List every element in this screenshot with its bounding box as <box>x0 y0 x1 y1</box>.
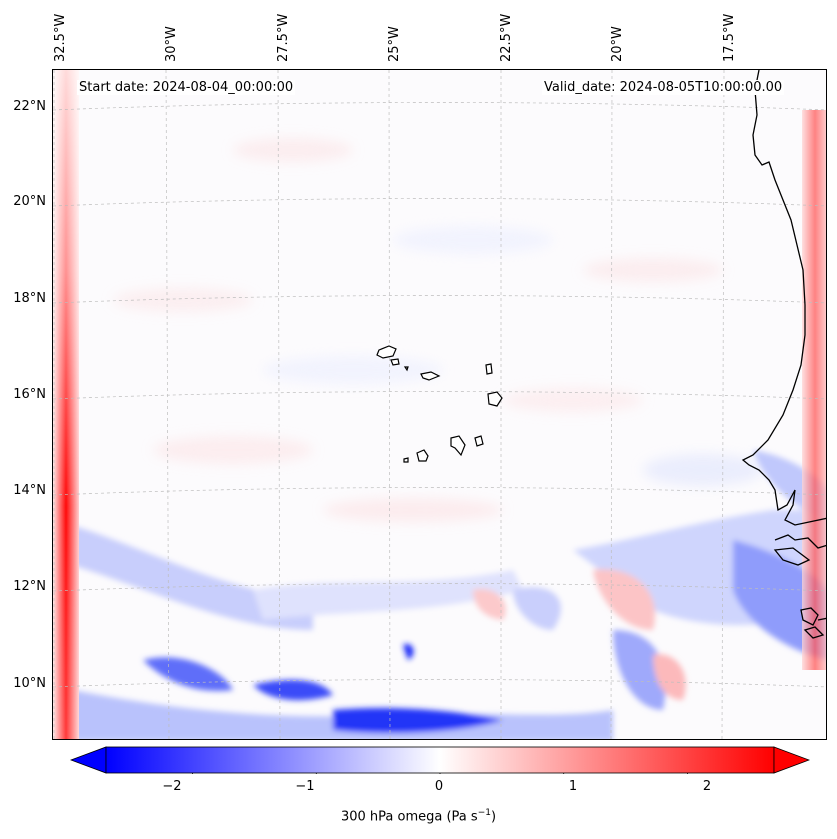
lon-label-32-5w: 32.5°W <box>53 13 68 62</box>
lat-label-20n: 20°N <box>13 194 46 209</box>
graticule <box>53 70 826 739</box>
coastline <box>741 70 826 639</box>
lon-label-25w: 25°W <box>387 26 402 62</box>
lon-label-27-5w: 27.5°W <box>276 13 291 62</box>
colorbar-tick-label: 0 <box>434 779 444 794</box>
colorbar-gradient <box>105 746 775 774</box>
lat-label-22n: 22°N <box>13 99 46 114</box>
field-background <box>53 70 826 739</box>
omega-map <box>52 69 827 740</box>
colorbar-tick-label: −1 <box>295 779 315 794</box>
lat-label-10n: 10°N <box>13 676 46 691</box>
lat-label-16n: 16°N <box>13 387 46 402</box>
colorbar-tick-label: 1 <box>568 779 578 794</box>
lon-label-17-5w: 17.5°W <box>722 13 737 62</box>
lon-label-20w: 20°W <box>610 26 625 62</box>
lat-label-18n: 18°N <box>13 291 46 306</box>
lon-label-22-5w: 22.5°W <box>499 13 514 62</box>
colorbar <box>70 746 810 774</box>
valid-date-label: Valid_date: 2024-08-05T10:00:00.00 <box>542 80 785 95</box>
start-date-label: Start date: 2024-08-04_00:00:00 <box>77 80 296 95</box>
lat-label-12n: 12°N <box>13 579 46 594</box>
lon-label-30w: 30°W <box>164 26 179 62</box>
colorbar-min-extend <box>70 746 107 774</box>
map-canvas <box>53 70 826 739</box>
lat-label-14n: 14°N <box>13 483 46 498</box>
colorbar-tick-label: 2 <box>702 779 712 794</box>
field-southern-bands <box>53 450 826 739</box>
colorbar-max-extend <box>773 746 810 774</box>
colorbar-tick-label: −2 <box>162 779 182 794</box>
field-weak-patches <box>113 138 763 522</box>
field-right-edge-band <box>802 110 826 670</box>
colorbar-title: 300 hPa omega (Pa s−1) <box>340 808 497 825</box>
cape-verde-islands <box>376 345 503 463</box>
